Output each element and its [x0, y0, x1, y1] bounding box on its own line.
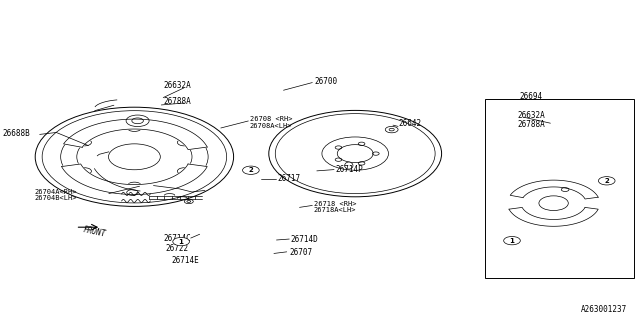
- Text: 26714P: 26714P: [335, 165, 363, 174]
- Text: 26704B<LH>: 26704B<LH>: [35, 195, 77, 201]
- Text: FRONT: FRONT: [83, 226, 107, 239]
- Circle shape: [504, 236, 520, 245]
- Text: A263001237: A263001237: [581, 305, 627, 314]
- Text: 26632A: 26632A: [164, 81, 191, 90]
- Text: 26718A<LH>: 26718A<LH>: [314, 207, 356, 213]
- Bar: [485, 99, 634, 278]
- Text: 26722: 26722: [165, 244, 188, 253]
- Ellipse shape: [344, 162, 353, 169]
- Text: 26708 <RH>: 26708 <RH>: [250, 116, 292, 122]
- Circle shape: [598, 177, 615, 185]
- Text: 26642: 26642: [398, 119, 421, 128]
- Text: 26717: 26717: [278, 174, 301, 183]
- Text: 26708A<LH>: 26708A<LH>: [250, 123, 292, 129]
- Text: 26700: 26700: [315, 77, 338, 86]
- Polygon shape: [509, 207, 598, 226]
- Text: 26788A: 26788A: [517, 120, 545, 129]
- Circle shape: [243, 166, 259, 174]
- Text: 26718 <RH>: 26718 <RH>: [314, 201, 356, 207]
- Polygon shape: [510, 180, 598, 199]
- Text: 1: 1: [509, 238, 515, 244]
- Text: 2: 2: [248, 167, 253, 173]
- Text: 2: 2: [604, 178, 609, 184]
- Circle shape: [173, 237, 189, 246]
- Polygon shape: [61, 164, 207, 195]
- Text: 26714D: 26714D: [291, 235, 318, 244]
- Text: 26704A<RH>: 26704A<RH>: [35, 189, 77, 195]
- Text: 26788A: 26788A: [164, 97, 191, 106]
- Text: 26694: 26694: [520, 92, 543, 101]
- Text: 1: 1: [179, 239, 184, 244]
- Text: 26714E: 26714E: [172, 256, 199, 265]
- Text: 26714C: 26714C: [163, 234, 191, 243]
- Text: 26707: 26707: [289, 248, 312, 257]
- Text: 26688B: 26688B: [3, 129, 30, 138]
- Polygon shape: [63, 119, 207, 150]
- Text: 26632A: 26632A: [517, 111, 545, 120]
